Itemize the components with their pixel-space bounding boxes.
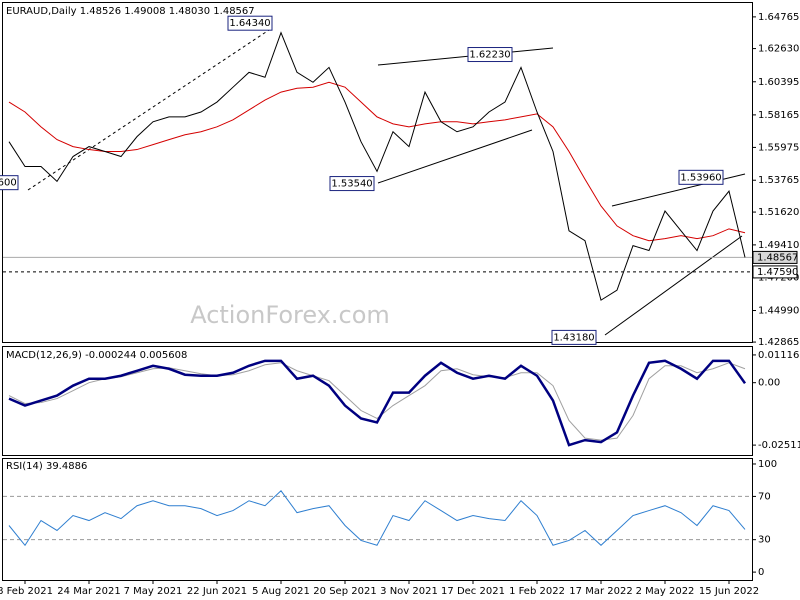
rsi-title: RSI(14) 39.4886	[6, 461, 87, 472]
y-tick-label: 30	[758, 535, 771, 546]
y-tick-label: 0	[758, 567, 764, 578]
x-tick-label: 22 Jun 2021	[187, 586, 247, 597]
x-tick-label: 3 Nov 2021	[380, 586, 438, 597]
annotation-label: 1.53960	[680, 172, 721, 183]
annotation-label: 1.53540	[331, 179, 372, 190]
annotation-label: 1.53600	[0, 178, 17, 189]
y-tick-label: 100	[758, 459, 777, 470]
price-label-box	[752, 250, 798, 264]
annotation-label: 1.62230	[469, 50, 510, 61]
y-tick-label: -0.025117	[758, 440, 800, 451]
rsi-frame	[2, 458, 753, 581]
x-tick-label: 2 May 2022	[636, 586, 695, 597]
macd-frame	[2, 346, 753, 456]
y-tick-label: 0.00	[758, 378, 780, 389]
y-tick-label: 70	[758, 491, 771, 502]
annotation-label: 1.43180	[553, 332, 594, 343]
series-line	[8, 81, 746, 242]
trendline	[604, 235, 743, 336]
price-label-box	[752, 265, 798, 279]
series-line	[8, 31, 746, 301]
annotation-box	[467, 47, 513, 63]
x-tick-label: 20 Sep 2021	[313, 586, 376, 597]
y-tick-label: 1.51620	[758, 207, 799, 218]
frames	[2, 2, 753, 581]
series-line	[8, 490, 746, 547]
y-tick-label: 0.011168	[758, 350, 800, 361]
y-tick-label: 1.42865	[758, 337, 799, 348]
x-tick-label: 7 May 2021	[124, 586, 183, 597]
price-frame	[2, 2, 753, 343]
series-line	[8, 359, 747, 447]
annotation-label: 1.64340	[229, 18, 270, 29]
trendline	[377, 129, 533, 184]
y-tick-label: 1.55975	[758, 142, 799, 153]
y-tick-label: 1.64765	[758, 12, 799, 23]
series-line	[8, 362, 746, 441]
price-label: 1.48567	[757, 252, 798, 263]
macd-title: MACD(12,26,9) -0.000244 0.005608	[6, 350, 187, 361]
watermark: ActionForex.com	[190, 301, 390, 329]
price-label: 1.47590	[757, 267, 798, 278]
annotation-box	[678, 169, 724, 185]
x-tick-label: 17 Dec 2021	[441, 586, 505, 597]
annotation-box	[329, 176, 375, 192]
annotation-box	[0, 175, 19, 191]
x-tick-label: 15 Jun 2022	[699, 586, 759, 597]
y-tick-label: 1.49410	[758, 240, 799, 251]
y-tick-label: 1.62630	[758, 44, 799, 55]
y-tick-label: 1.53765	[758, 175, 799, 186]
chart-title: EURAUD,Daily 1.48526 1.49008 1.48030 1.4…	[6, 6, 255, 17]
y-tick-label: 1.44990	[758, 306, 799, 317]
annotation-box	[551, 329, 597, 345]
x-tick-label: 1 Feb 2022	[509, 586, 565, 597]
x-tick-label: 24 Mar 2021	[57, 586, 120, 597]
annotation-box	[227, 15, 273, 31]
y-tick-label: 1.60395	[758, 77, 799, 88]
trendline	[377, 47, 554, 66]
y-tick-label: 1.58165	[758, 110, 799, 121]
x-tick-label: 8 Feb 2021	[0, 586, 53, 597]
x-tick-label: 17 Mar 2022	[569, 586, 632, 597]
x-tick-label: 5 Aug 2021	[252, 586, 310, 597]
